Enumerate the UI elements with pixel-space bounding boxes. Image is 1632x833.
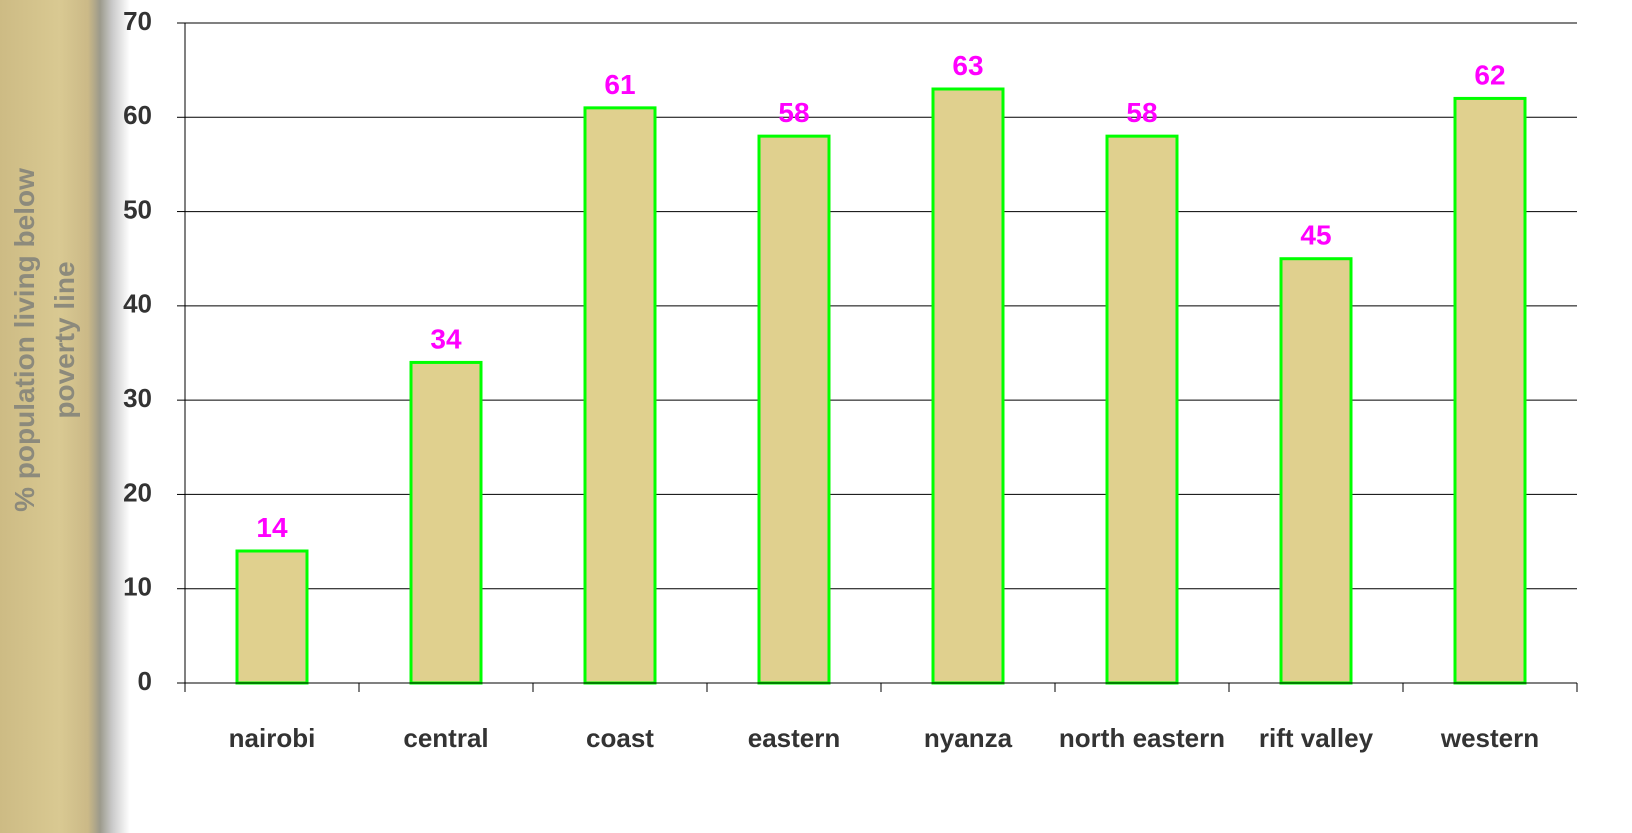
- value-label: 58: [778, 97, 809, 128]
- y-tick-label: 0: [138, 666, 152, 696]
- y-tick-label: 30: [123, 383, 152, 413]
- bar: [409, 360, 483, 685]
- y-tick-label: 40: [123, 289, 152, 319]
- x-tick-label: nyanza: [923, 723, 1013, 753]
- bar: [235, 549, 309, 685]
- y-tick-label: 20: [123, 477, 152, 507]
- x-tick-label: coast: [586, 723, 654, 753]
- bar: [1105, 134, 1179, 685]
- x-tick-label: north eastern: [1058, 723, 1226, 753]
- x-tick-label: eastern: [747, 723, 841, 753]
- x-tick-label: western: [1440, 723, 1540, 753]
- bar: [1453, 96, 1527, 685]
- x-tick-label: nairobi: [228, 723, 316, 753]
- bar: [583, 106, 657, 685]
- value-label: 14: [256, 512, 288, 543]
- y-tick-label: 60: [123, 100, 152, 130]
- decorative-strip: [0, 0, 130, 833]
- value-label: 58: [1126, 97, 1157, 128]
- x-tick-label: central: [403, 723, 489, 753]
- value-label: 34: [430, 323, 462, 354]
- bar: [931, 87, 1005, 685]
- value-label: 61: [604, 69, 635, 100]
- value-label: 62: [1474, 59, 1505, 90]
- y-axis-title: % population living below poverty line: [9, 168, 80, 512]
- y-tick-label: 10: [123, 572, 152, 602]
- y-tick-label: 70: [123, 6, 152, 36]
- x-tick-label: rift valley: [1258, 723, 1374, 753]
- bar: [1279, 257, 1353, 685]
- value-label: 63: [952, 50, 983, 81]
- y-tick-label: 50: [123, 194, 152, 224]
- value-label: 45: [1300, 220, 1331, 251]
- bar: [757, 134, 831, 685]
